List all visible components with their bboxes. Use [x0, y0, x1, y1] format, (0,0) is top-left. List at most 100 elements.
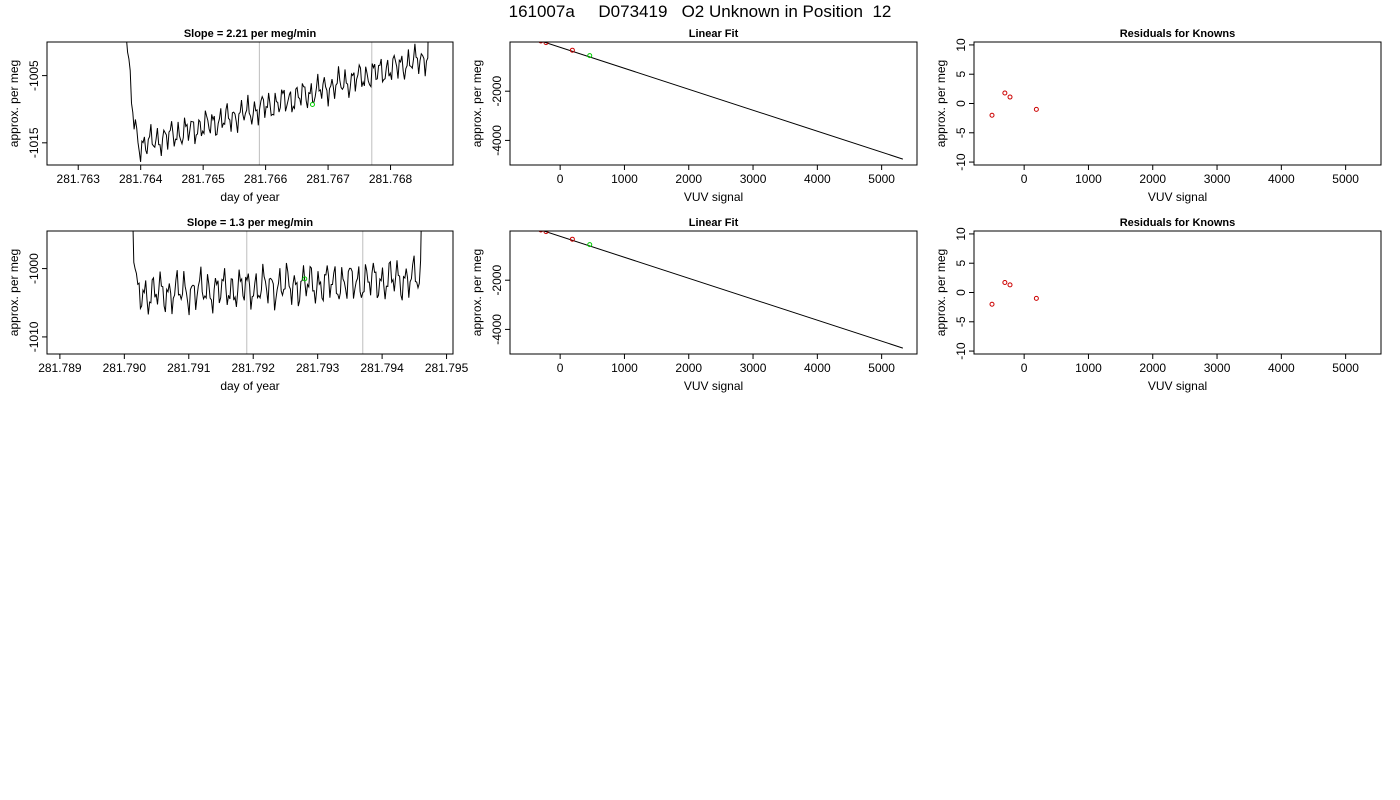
x-axis-label: day of year — [220, 379, 279, 393]
x-axis-label: VUV signal — [684, 190, 743, 204]
plot-frame — [509, 230, 918, 355]
x-tick-label: 3000 — [1204, 172, 1231, 186]
x-tick-label: 281.789 — [38, 361, 82, 375]
unknown-point — [309, 102, 315, 108]
y-axis-label: approx. per meg — [470, 249, 484, 336]
plot-frame — [973, 230, 1382, 355]
chart-slope-1: Slope = 2.21 per meg/min 281.763 281.764 28… — [7, 28, 454, 204]
plot-area — [989, 280, 1039, 307]
unknown-point — [302, 276, 308, 282]
y-tick-label: -4000 — [490, 314, 504, 345]
x-tick-label: 4000 — [1268, 361, 1295, 375]
fit-line — [542, 231, 904, 349]
known-point — [538, 231, 544, 233]
y-tick-label: 10 — [954, 38, 968, 52]
plot-area — [126, 42, 429, 165]
y-tick-label: -10 — [954, 342, 968, 360]
known-point — [526, 35, 530, 39]
plot-area — [526, 35, 904, 160]
x-tick-label: 2000 — [1139, 361, 1166, 375]
y-tick-label: -1005 — [27, 60, 41, 91]
known-point — [1007, 282, 1013, 288]
y-tick-label: 0 — [954, 289, 968, 296]
y-tick-label: -5 — [954, 316, 968, 327]
x-tick-label: 281.794 — [360, 361, 404, 375]
plot-frame — [973, 41, 1382, 166]
x-tick-label: 3000 — [740, 361, 767, 375]
x-tick-label: 281.791 — [167, 361, 211, 375]
y-axis-label: approx. per meg — [934, 60, 948, 147]
x-tick-label: 4000 — [804, 172, 831, 186]
y-tick-label: 0 — [954, 100, 968, 107]
x-tick-label: 281.763 — [57, 172, 101, 186]
plot-area — [132, 231, 422, 354]
chart-title: Linear Fit — [689, 217, 739, 229]
x-tick-label: 2000 — [675, 361, 702, 375]
known-point — [543, 231, 549, 235]
x-tick-label: 281.768 — [369, 172, 413, 186]
y-axis-label: approx. per meg — [7, 60, 21, 147]
x-tick-label: 4000 — [1268, 172, 1295, 186]
y-tick-label: 5 — [954, 71, 968, 78]
unknown-point — [587, 53, 593, 59]
y-tick-label: -4000 — [490, 125, 504, 156]
known-point — [569, 236, 575, 242]
x-tick-label: 3000 — [1204, 361, 1231, 375]
x-tick-label: 5000 — [1332, 361, 1359, 375]
x-tick-label: 0 — [557, 361, 564, 375]
x-tick-label: 5000 — [868, 361, 895, 375]
known-point — [1033, 295, 1039, 301]
plot-frame — [46, 41, 454, 166]
x-tick-label: 281.795 — [425, 361, 469, 375]
chart-fit-2: Linear Fit 0 1000 2000 3000 4000 5000 -2000 -400… — [470, 217, 918, 393]
plot-frame — [509, 41, 918, 166]
known-point — [1033, 106, 1039, 112]
x-tick-label: 1000 — [1075, 361, 1102, 375]
x-tick-label: 3000 — [740, 172, 767, 186]
x-axis-label: VUV signal — [1148, 190, 1207, 204]
chart-title: Linear Fit — [689, 28, 739, 40]
y-tick-label: -5 — [954, 127, 968, 138]
x-tick-label: 5000 — [1332, 172, 1359, 186]
known-point — [538, 42, 544, 44]
y-tick-label: 10 — [954, 227, 968, 241]
known-point — [543, 42, 549, 46]
x-tick-label: 281.764 — [119, 172, 163, 186]
x-tick-label: 281.790 — [103, 361, 147, 375]
known-point — [989, 301, 995, 307]
y-tick-label: -1015 — [27, 127, 41, 158]
x-tick-label: 0 — [1021, 361, 1028, 375]
x-tick-label: 281.767 — [306, 172, 350, 186]
x-tick-label: 1000 — [1075, 172, 1102, 186]
page-title: 161007a D073419 O2 Unknown in Position 1… — [508, 2, 892, 21]
chart-resid-1: Residuals for Knowns 0 1000 2000 3000 4000 500… — [934, 28, 1382, 204]
x-tick-label: 281.792 — [232, 361, 276, 375]
chart-title: Slope = 2.21 per meg/min — [184, 28, 317, 40]
chart-resid-2: Residuals for Knowns 0 1000 2000 3000 4000 500… — [934, 217, 1382, 393]
chart-title: Residuals for Knowns — [1120, 28, 1236, 40]
x-tick-label: 1000 — [611, 172, 638, 186]
fit-line — [542, 42, 904, 160]
y-tick-label: 5 — [954, 260, 968, 267]
unknown-point — [587, 242, 593, 248]
x-tick-label: 0 — [557, 172, 564, 186]
x-axis-label: VUV signal — [1148, 379, 1207, 393]
x-tick-label: 4000 — [804, 361, 831, 375]
chart-title: Residuals for Knowns — [1120, 217, 1236, 229]
known-point — [1002, 90, 1008, 96]
y-axis-label: approx. per meg — [7, 249, 21, 336]
plot-area — [989, 90, 1039, 118]
known-point — [526, 224, 530, 228]
measurement-trace — [126, 42, 429, 162]
y-tick-label: -2000 — [490, 265, 504, 296]
x-tick-label: 281.793 — [296, 361, 340, 375]
x-tick-label: 281.765 — [181, 172, 225, 186]
y-tick-label: -1010 — [27, 321, 41, 352]
chart-title: Slope = 1.3 per meg/min — [187, 217, 314, 229]
x-tick-label: 0 — [1021, 172, 1028, 186]
x-tick-label: 1000 — [611, 361, 638, 375]
y-tick-label: -10 — [954, 153, 968, 171]
x-tick-label: 2000 — [675, 172, 702, 186]
y-axis-label: approx. per meg — [934, 249, 948, 336]
